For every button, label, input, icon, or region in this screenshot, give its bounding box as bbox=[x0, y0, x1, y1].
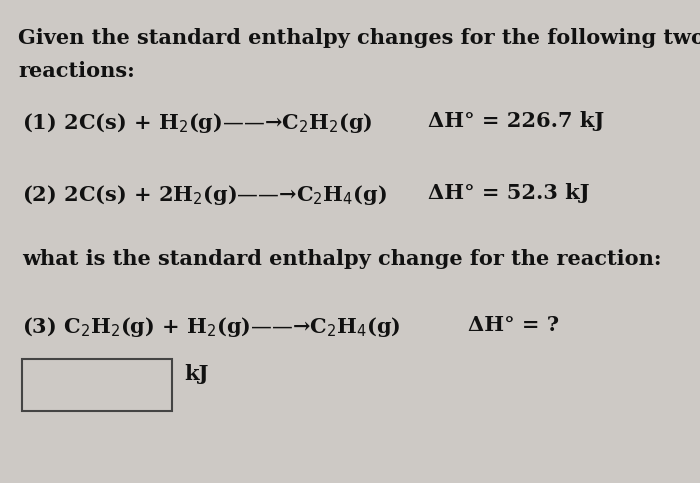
Text: reactions:: reactions: bbox=[18, 61, 134, 81]
Text: ΔH° = 226.7 kJ: ΔH° = 226.7 kJ bbox=[428, 111, 604, 131]
Text: what is the standard enthalpy change for the reaction:: what is the standard enthalpy change for… bbox=[22, 249, 662, 269]
Text: ΔH° = ?: ΔH° = ? bbox=[468, 315, 559, 335]
Text: ΔH° = 52.3 kJ: ΔH° = 52.3 kJ bbox=[428, 183, 589, 203]
Text: (3) C$_2$H$_2$(g) + H$_2$(g)——→C$_2$H$_4$(g): (3) C$_2$H$_2$(g) + H$_2$(g)——→C$_2$H$_4… bbox=[22, 315, 400, 339]
Bar bbox=[22, 359, 172, 411]
Text: kJ: kJ bbox=[184, 364, 209, 384]
Text: Given the standard enthalpy changes for the following two: Given the standard enthalpy changes for … bbox=[18, 28, 700, 48]
Text: (1) 2C(s) + H$_2$(g)——→C$_2$H$_2$(g): (1) 2C(s) + H$_2$(g)——→C$_2$H$_2$(g) bbox=[22, 111, 372, 135]
Text: (2) 2C(s) + 2H$_2$(g)——→C$_2$H$_4$(g): (2) 2C(s) + 2H$_2$(g)——→C$_2$H$_4$(g) bbox=[22, 183, 387, 207]
